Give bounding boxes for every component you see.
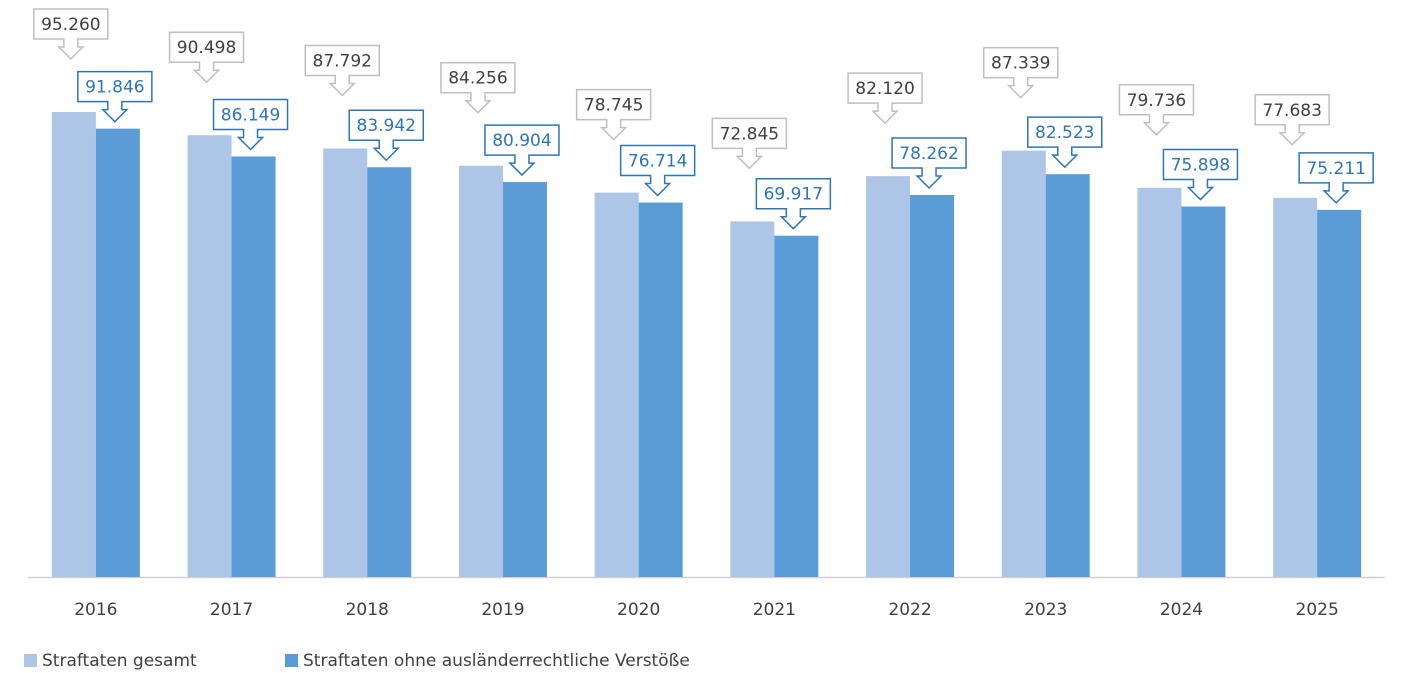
bar [1273, 197, 1318, 577]
label-callout [891, 137, 967, 190]
data-label: 80.904 [492, 131, 551, 151]
data-label: 76.714 [628, 152, 687, 172]
x-tick-label: 2021 [753, 600, 796, 620]
x-tick-label: 2025 [1296, 600, 1339, 620]
bar [458, 165, 503, 578]
data-label: 82.120 [855, 79, 914, 99]
bar [1181, 206, 1226, 577]
x-tick-label: 2017 [210, 600, 253, 620]
label-callout [983, 46, 1059, 99]
x-tick-label: 2023 [1024, 600, 1067, 620]
bar [1317, 209, 1362, 577]
label-callout [440, 61, 516, 114]
x-tick-label: 2022 [888, 600, 931, 620]
legend-label: Straftaten ohne ausländerrechtliche Vers… [303, 651, 690, 671]
label-callout [1027, 116, 1103, 169]
x-tick-label: 2016 [74, 600, 117, 620]
data-label: 90.498 [177, 38, 236, 58]
data-label: 72.845 [720, 124, 779, 144]
bar [95, 128, 140, 577]
bar [1137, 187, 1182, 577]
bar [367, 167, 412, 577]
label-callout [484, 124, 560, 177]
legend-swatch [285, 654, 298, 667]
label-callout [619, 144, 696, 197]
bar [730, 221, 775, 577]
bar [638, 202, 683, 577]
label-callout [755, 177, 832, 230]
data-label: 78.745 [584, 96, 643, 116]
data-label: 69.917 [764, 185, 823, 205]
data-label: 79.736 [1127, 91, 1186, 111]
data-label: 84.256 [448, 69, 507, 89]
data-label: 95.260 [41, 15, 100, 35]
legend-swatch [24, 654, 37, 667]
x-tick-label: 2019 [481, 600, 524, 620]
label-callout [847, 72, 923, 125]
data-label: 83.942 [357, 116, 416, 136]
label-callout [168, 31, 245, 84]
bar [866, 176, 911, 577]
label-callout [348, 109, 424, 162]
label-callout [1118, 84, 1195, 136]
data-label: 75.211 [1306, 159, 1365, 179]
label-callout [1298, 152, 1374, 204]
x-tick-label: 2024 [1160, 600, 1203, 620]
bar [323, 148, 368, 577]
label-callout [1254, 94, 1330, 146]
data-label: 77.683 [1262, 101, 1321, 121]
data-label: 82.523 [1035, 123, 1094, 143]
x-tick-label: 2020 [617, 600, 660, 620]
legend-label: Straftaten gesamt [42, 651, 197, 671]
label-callout [33, 8, 109, 61]
label-callout [711, 117, 788, 170]
bar [231, 156, 276, 577]
label-callout [77, 70, 153, 123]
label-callout [304, 44, 380, 97]
label-callout [1162, 148, 1239, 201]
data-label: 75.898 [1171, 156, 1230, 176]
bar [1001, 150, 1046, 577]
data-label: 91.846 [85, 78, 144, 98]
data-label: 86.149 [221, 105, 280, 125]
bar [774, 235, 819, 577]
label-callout [212, 98, 289, 151]
bar [502, 182, 547, 577]
bar [594, 192, 639, 577]
label-callout [575, 88, 652, 141]
bar [51, 112, 96, 577]
data-label: 78.262 [899, 144, 958, 164]
x-tick-label: 2018 [346, 600, 389, 620]
data-label: 87.792 [313, 51, 372, 71]
data-label: 87.339 [991, 54, 1050, 74]
bar [1045, 174, 1090, 577]
bar [187, 135, 232, 577]
bar [910, 194, 955, 578]
